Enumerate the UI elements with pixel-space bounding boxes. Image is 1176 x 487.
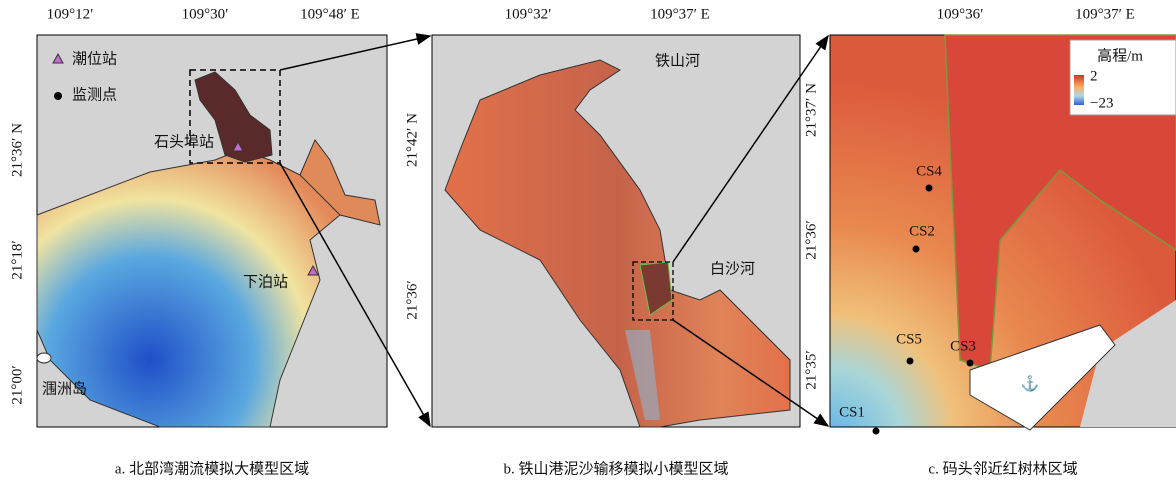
figure: 潮位站 监测点 石头埠站 下泊站 涠洲岛 109°12′ 109°30′ 109… xyxy=(0,0,1176,487)
point-label: CS4 xyxy=(916,163,942,179)
station-label: 石头埠站 xyxy=(154,132,214,150)
lat-label: 21°37′ N xyxy=(803,83,819,137)
lon-label: 109°30′ xyxy=(182,6,229,22)
river-label: 白沙河 xyxy=(710,260,755,277)
lon-label: 109°37′ E xyxy=(1075,6,1135,22)
lat-label: 21°35′ xyxy=(803,350,819,389)
station-label: 下泊站 xyxy=(243,273,288,290)
point-label: CS2 xyxy=(909,223,935,239)
panel-a: 潮位站 监测点 石头埠站 下泊站 涠洲岛 109°12′ 109°30′ 109… xyxy=(9,6,387,477)
legend-label: 监测点 xyxy=(72,86,117,103)
lat-label: 21°36′ xyxy=(404,280,420,319)
legend-label: 潮位站 xyxy=(72,50,117,67)
lat-label: 21°42′ N xyxy=(404,113,420,167)
legend-title: 高程/m xyxy=(1097,47,1143,64)
lon-label: 109°37′ E xyxy=(650,6,710,22)
lon-label: 109°48′ E xyxy=(300,6,360,22)
legend-max: 2 xyxy=(1090,68,1098,84)
lon-label: 109°12′ xyxy=(47,6,94,22)
point-label: CS1 xyxy=(839,404,865,420)
point-label: CS5 xyxy=(896,331,922,347)
lat-label: 21°36′ xyxy=(803,220,819,259)
panel-b: 铁山河 白沙河 109°32′ 109°37′ E 21°42′ N 21°36… xyxy=(404,6,800,477)
anchor-icon: ⚓ xyxy=(1021,374,1040,392)
river-label: 铁山河 xyxy=(655,52,700,69)
island-label: 涠洲岛 xyxy=(42,380,87,397)
panel-c: ⚓ CS4 CS2 CS5 CS3 CS1 高程/m 2 −23 109°36′… xyxy=(803,6,1176,477)
caption: c. 码头邻近红树林区域 xyxy=(928,460,1077,477)
lon-label: 109°32′ xyxy=(505,6,552,22)
point-label: CS3 xyxy=(950,338,976,354)
lat-label: 21°00′ xyxy=(9,365,25,404)
lon-label: 109°36′ xyxy=(937,6,984,22)
caption: a. 北部湾潮流模拟大模型区域 xyxy=(115,460,309,477)
legend-min: −23 xyxy=(1090,95,1113,111)
lat-label: 21°36′ N xyxy=(9,123,25,177)
caption: b. 铁山港泥沙输移模拟小模型区域 xyxy=(503,460,728,477)
lat-label: 21°18′ xyxy=(9,240,25,279)
